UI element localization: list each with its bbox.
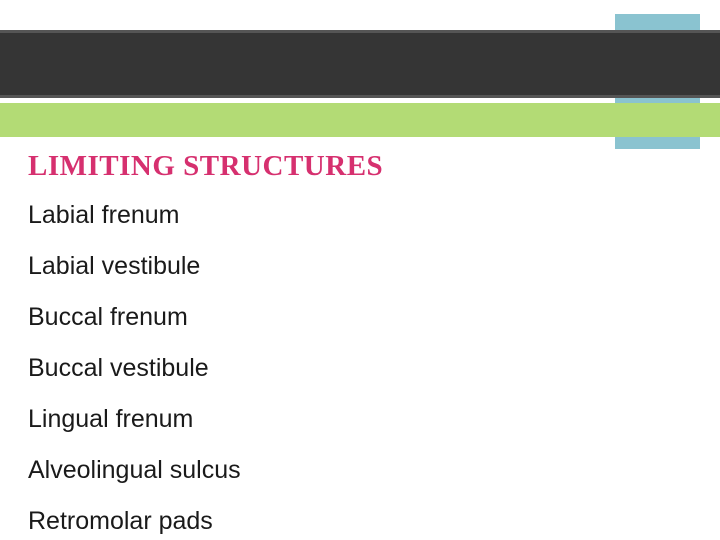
list-item: Alveolingual sulcus [28, 458, 692, 483]
slide-heading: LIMITING STRUCTURES [28, 150, 692, 183]
slide-content: LIMITING STRUCTURES Labial frenum Labial… [28, 150, 692, 540]
list-item: Labial frenum [28, 203, 692, 228]
list-item: Buccal frenum [28, 305, 692, 330]
list-item: Buccal vestibule [28, 356, 692, 381]
green-accent-bar [0, 103, 720, 137]
list-item: Lingual frenum [28, 407, 692, 432]
list-item: Labial vestibule [28, 254, 692, 279]
header-bar [0, 30, 720, 98]
list-item: Retromolar pads [28, 509, 692, 534]
